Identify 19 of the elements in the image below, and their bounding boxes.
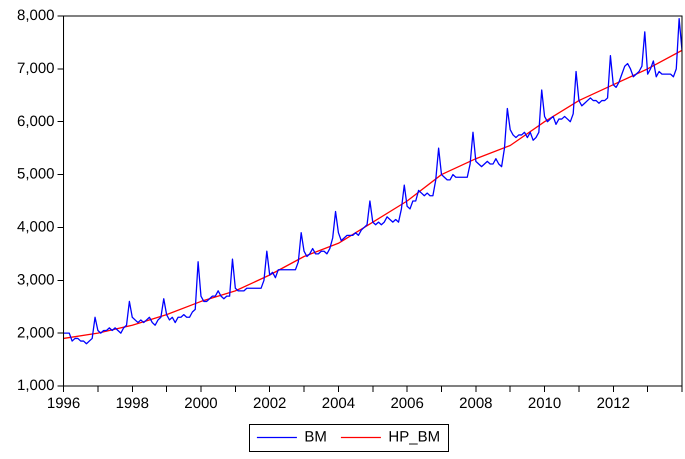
x-tick-label: 2002 [253,395,286,412]
legend-label: BM [304,428,327,446]
x-tick-label: 2012 [596,395,630,412]
x-tick-label: 1998 [116,395,149,412]
y-tick-label: 3,000 [16,271,55,288]
x-tick-label: 2000 [184,395,218,412]
y-tick-label: 6,000 [16,112,55,130]
x-tick-label: 2006 [390,395,424,412]
y-tick-label: 2,000 [16,324,55,342]
x-tick-label: 1996 [46,395,80,412]
x-tick-label: 2010 [528,395,562,412]
legend-label: HP_BM [388,428,440,446]
y-tick-label: 5,000 [16,166,55,183]
y-tick-label: 1,000 [16,377,55,394]
x-tick-label: 2004 [322,395,356,412]
x-tick-label: 2008 [459,395,493,412]
y-tick-label: 8,000 [16,7,55,24]
y-tick-label: 4,000 [16,218,55,236]
y-tick-label: 7,000 [16,60,55,77]
